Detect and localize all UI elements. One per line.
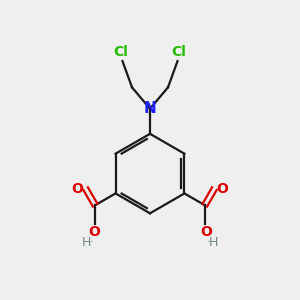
Text: O: O: [200, 225, 212, 239]
Text: ·: ·: [89, 236, 93, 248]
Text: O: O: [217, 182, 229, 196]
Text: O: O: [71, 182, 83, 196]
Text: Cl: Cl: [172, 45, 187, 59]
Text: Cl: Cl: [113, 45, 128, 59]
Text: H: H: [82, 236, 92, 248]
Text: N: N: [144, 101, 156, 116]
Text: O: O: [88, 225, 100, 239]
Text: ·: ·: [207, 236, 211, 248]
Text: H: H: [208, 236, 218, 248]
